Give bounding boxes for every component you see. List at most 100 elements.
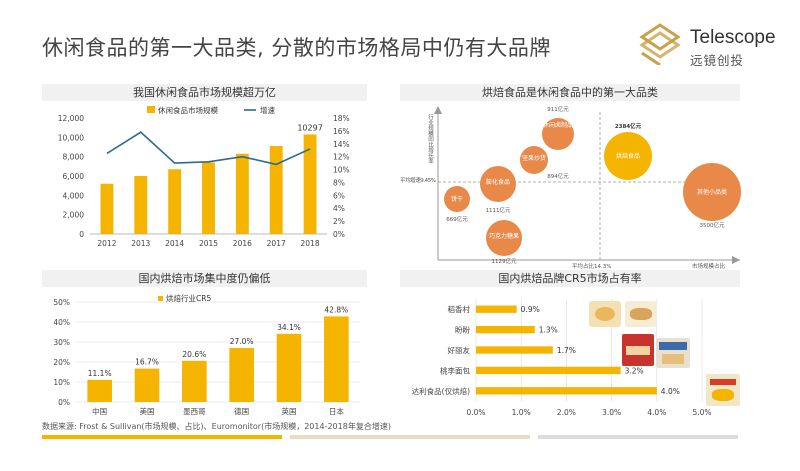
y-tick-label: 好丽友 (448, 345, 471, 355)
product-image (625, 301, 657, 327)
x-tick-label: 2013 (131, 239, 150, 248)
data-label: 11.1% (88, 369, 112, 378)
bubble-size: 2384亿元 (615, 122, 642, 130)
bubble-point: 坚果炒货 894亿元 (520, 146, 569, 180)
x-tick-label: 0.0% (466, 408, 485, 417)
x-tick-label: 墨西哥 (183, 407, 206, 416)
bar (202, 162, 215, 234)
y-tick-label: 12,000 (58, 114, 84, 123)
footer-divider (290, 435, 530, 439)
bubble-ylabel: 行业规模同比增长率 (427, 113, 434, 165)
bar (182, 360, 207, 402)
bubble-size: 1111亿元 (486, 206, 511, 214)
y2-tick-label: 6% (333, 191, 345, 200)
y-tick-label: 0% (58, 398, 70, 407)
bar (87, 379, 112, 402)
x-tick-label: 2.0% (557, 408, 576, 417)
bubble-label: 烘焙食品 (616, 152, 640, 160)
y-tick-label: 4,000 (63, 191, 85, 200)
logo-name-en: Telescope (690, 27, 776, 48)
y-tick-label: 桃李面包 (440, 365, 470, 375)
x-tick-label: 5.0% (692, 408, 711, 417)
data-label: 0.9% (521, 305, 540, 314)
x-tick-label: 2014 (165, 239, 184, 248)
bubble-ref-x-label: 平均占比14.3% (572, 262, 611, 270)
y-tick-label: 达利食品(仅烘焙) (412, 386, 470, 396)
bubble-label: 坚果炒货 (522, 154, 546, 162)
data-label: 1.3% (539, 326, 558, 335)
y-tick-label: 盼盼 (455, 326, 470, 335)
bar (229, 348, 254, 402)
y-tick-label: 稻香村 (448, 304, 471, 314)
growth-line (106, 131, 311, 166)
data-label: 10297 (297, 123, 322, 132)
legend-label: 休闲食品市场规模 (158, 105, 218, 115)
y2-tick-label: 4% (333, 204, 345, 213)
brand-share-chart: 0.0% 1.0% 2.0% 3.0% 4.0% 5.0% 稻香村 0.9% 盼盼 1.3% 好丽友… (412, 299, 712, 417)
x-tick-label: 日本 (329, 406, 344, 416)
y2-tick-label: 12% (333, 153, 350, 162)
bar (324, 316, 349, 402)
y2-tick-label: 16% (333, 127, 350, 136)
y2-tick-label: 8% (333, 178, 345, 187)
bubble-xlabel: 市场规模占比 (692, 262, 726, 270)
y2-tick-label: 0% (333, 230, 345, 239)
bubble-label: 膨化食品 (486, 178, 510, 186)
bubble-point: 烘焙食品 2384亿元 (604, 122, 652, 180)
bar (134, 176, 148, 234)
telescope-logo-icon (639, 23, 681, 65)
x-tick-label: 1.0% (512, 408, 531, 417)
bar (476, 346, 553, 354)
x-tick-label: 4.0% (647, 408, 666, 417)
bubble-label: 其他小品类 (697, 188, 727, 196)
bubble-size: 3500亿元 (700, 221, 725, 229)
data-label: 1.7% (557, 346, 576, 355)
logo-name-cn: 远镜创投 (690, 53, 745, 68)
x-tick-label: 德国 (234, 406, 249, 416)
market-size-chart: 0 2,000 4,000 6,000 8,000 10,000 12,000 0% 2% 4% 6… (58, 105, 350, 248)
x-tick-label: 中国 (92, 406, 107, 416)
product-image (706, 374, 740, 406)
data-label: 34.1% (277, 323, 301, 332)
bar (100, 183, 114, 234)
y-tick-label: 10% (53, 378, 70, 387)
bar (276, 333, 302, 402)
legend-swatch (147, 106, 155, 113)
source-note: 数据来源: Frost & Sullivan(市场规模、占比)、Euromoni… (42, 422, 391, 431)
y-tick-label: 6,000 (63, 172, 85, 181)
y-tick-label: 10,000 (58, 133, 84, 142)
bubble-size: 911亿元 (547, 105, 569, 113)
footer-divider (538, 435, 738, 439)
cr5-country-chart: 0% 10% 20% 30% 40% 50% 11.1% 中国 16.7% 美国 20.6% 墨西哥 2… (53, 293, 360, 416)
bubble-size: 669亿元 (446, 215, 468, 223)
y-tick-label: 8,000 (63, 153, 85, 162)
chart1-title: 我国休闲食品市场规模超万亿 (42, 84, 367, 101)
bar (476, 305, 517, 313)
bubble-label: 巧克力糖果 (489, 232, 519, 240)
product-image (589, 301, 621, 327)
x-tick-label: 英国 (282, 406, 297, 416)
chart3-title: 国内烘焙市场集中度仍偏低 (42, 270, 367, 287)
bar (168, 169, 182, 234)
legend-label: 烘焙行业CR5 (166, 293, 211, 303)
x-tick-label: 2015 (199, 239, 218, 248)
y-tick-label: 20% (53, 358, 70, 367)
category-bubble-chart: 行业规模同比增长率 平均增速9.45% 平均占比14.3% 市场规模占比 休闲卤… (400, 105, 741, 270)
bar (235, 153, 249, 234)
product-image (622, 334, 654, 366)
bubble-point: 巧克力糖果 1129亿元 (486, 220, 522, 265)
y2-tick-label: 2% (333, 217, 345, 226)
data-label: 27.0% (230, 337, 254, 346)
bubble-point: 其他小品类 3500亿元 (683, 163, 741, 229)
product-image (656, 338, 690, 368)
bubble-size: 894亿元 (547, 172, 569, 180)
x-tick-label: 3.0% (602, 408, 621, 417)
y-tick-label: 0 (79, 230, 84, 239)
data-label: 20.6% (182, 350, 206, 359)
x-tick-label: 美国 (140, 406, 155, 416)
bubble-point: 休闲卤制品 911亿元 (542, 105, 574, 150)
bubble-label: 饼干 (451, 195, 463, 203)
y-tick-label: 2,000 (63, 211, 85, 220)
bubble-size: 1129亿元 (492, 257, 517, 265)
y2-tick-label: 10% (333, 166, 350, 175)
